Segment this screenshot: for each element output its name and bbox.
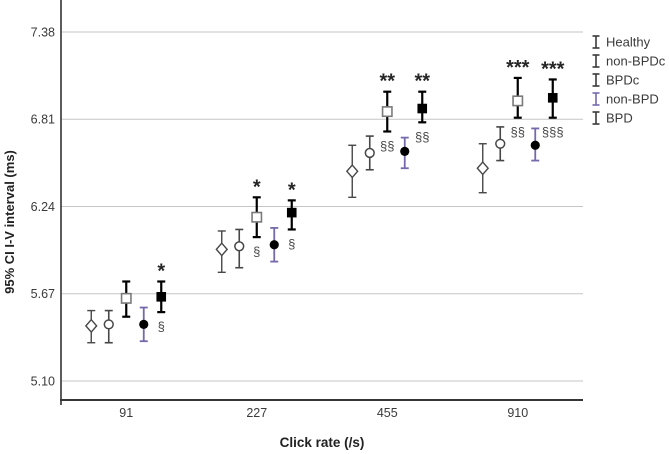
sig-star: * [253,176,261,198]
sig-star: * [157,261,165,283]
y-axis-title: 95% CI I-V interval (ms) [2,150,17,294]
y-tick-label: 6.24 [31,200,55,214]
legend-label: non-BPDc [606,54,666,69]
sig-star: ** [379,71,395,93]
marker-open-diamond [345,164,359,179]
marker-open-square [251,211,263,223]
legend-entry-non-bpd: non-BPD [592,92,659,107]
marker-open-circle [103,319,114,330]
sig-section: § [158,319,165,334]
legend-label: non-BPD [606,92,659,107]
marker-open-circle [364,147,375,159]
marker-filled-square [547,93,558,103]
legend-label: BPD [606,111,633,126]
legend-entry-bpdc: BPDc [592,73,640,88]
marker-open-diamond [84,318,98,334]
legend-label: BPDc [606,73,640,88]
legend-entry-non-bpdc: non-BPDc [592,54,666,69]
marker-open-square [381,106,393,118]
sig-section: §§§ [542,125,564,140]
marker-filled-square [156,292,167,302]
marker-filled-circle [269,240,279,250]
y-tick-label: 5.67 [31,287,55,301]
sig-star: ** [414,71,430,93]
sig-section: § [288,236,295,251]
marker-open-square [120,292,132,304]
legend-entry-bpd: BPD [592,111,633,126]
x-tick-label: 91 [119,406,133,420]
marker-open-diamond [476,160,490,176]
legend-label: Healthy [606,35,651,50]
sig-section: §§ [415,129,429,144]
marker-filled-circle [400,146,410,156]
x-tick-label: 910 [507,406,528,420]
marker-filled-square [417,103,428,114]
marker-filled-square [286,207,297,218]
sig-section: §§ [380,138,394,153]
x-tick-label: 227 [246,406,267,420]
marker-open-diamond [215,242,229,257]
sig-star: * [288,179,296,201]
x-axis-title: Click rate (/s) [280,435,365,450]
marker-filled-circle [139,319,149,329]
sig-star: *** [506,57,530,79]
y-tick-label: 7.38 [31,26,55,40]
sig-section: §§ [511,125,525,140]
marker-open-circle [234,241,245,252]
y-tick-label: 5.10 [31,374,55,388]
sig-star: *** [541,58,565,80]
marker-open-circle [495,138,506,149]
marker-open-square [512,95,524,107]
sig-section: § [253,244,260,259]
x-tick-label: 455 [377,406,398,420]
y-tick-label: 6.81 [31,113,55,127]
marker-filled-circle [530,140,540,150]
legend-entry-healthy: Healthy [592,35,651,50]
